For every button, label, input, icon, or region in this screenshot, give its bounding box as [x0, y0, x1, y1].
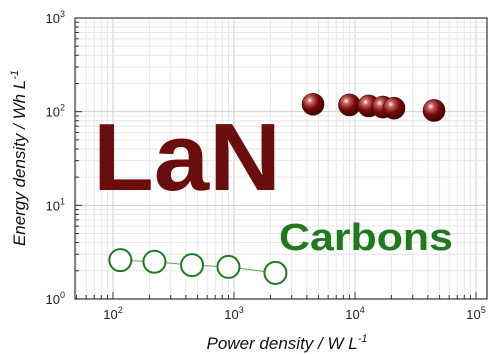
x-axis-title-sup: -1	[358, 333, 368, 345]
x-tick-label: 103	[224, 305, 243, 322]
grid	[75, 18, 487, 300]
y-axis-title: Energy density / Wh L-1	[9, 70, 29, 246]
y-tick-labels: 100 101 102 103	[46, 9, 65, 307]
data-point-carbons	[142, 249, 167, 274]
data-point-carbons	[108, 248, 133, 273]
carbons-annotation: Carbons	[279, 217, 453, 259]
y-tick-label: 100	[46, 290, 65, 307]
x-axis-title: Power density / W L-1	[207, 333, 368, 353]
x-tick-label: 102	[103, 305, 122, 322]
y-tick-label: 103	[46, 9, 65, 26]
data-point-carbons	[263, 260, 288, 285]
x-tick-labels: 102 103 104 105	[103, 305, 485, 322]
y-tick-label: 102	[46, 103, 65, 120]
y-axis-title-text: Energy density / Wh L	[10, 80, 29, 246]
data-point-lan	[338, 93, 361, 117]
data-point-lan	[422, 99, 446, 122]
plot-frame	[74, 17, 488, 300]
lan-annotation: LaN	[93, 104, 281, 211]
x-axis-title-text: Power density / W L	[207, 334, 358, 353]
axis-ticks	[75, 21, 477, 300]
data-point-carbons	[180, 253, 205, 278]
x-tick-label: 104	[345, 305, 364, 322]
x-tick-label: 105	[466, 305, 485, 322]
data-point-carbons	[216, 254, 241, 279]
data-point-lan	[301, 92, 325, 116]
data-point-lan	[382, 96, 406, 120]
y-tick-label: 101	[46, 196, 65, 213]
y-axis-title-sup: -1	[9, 70, 21, 80]
series-layer	[108, 92, 446, 285]
